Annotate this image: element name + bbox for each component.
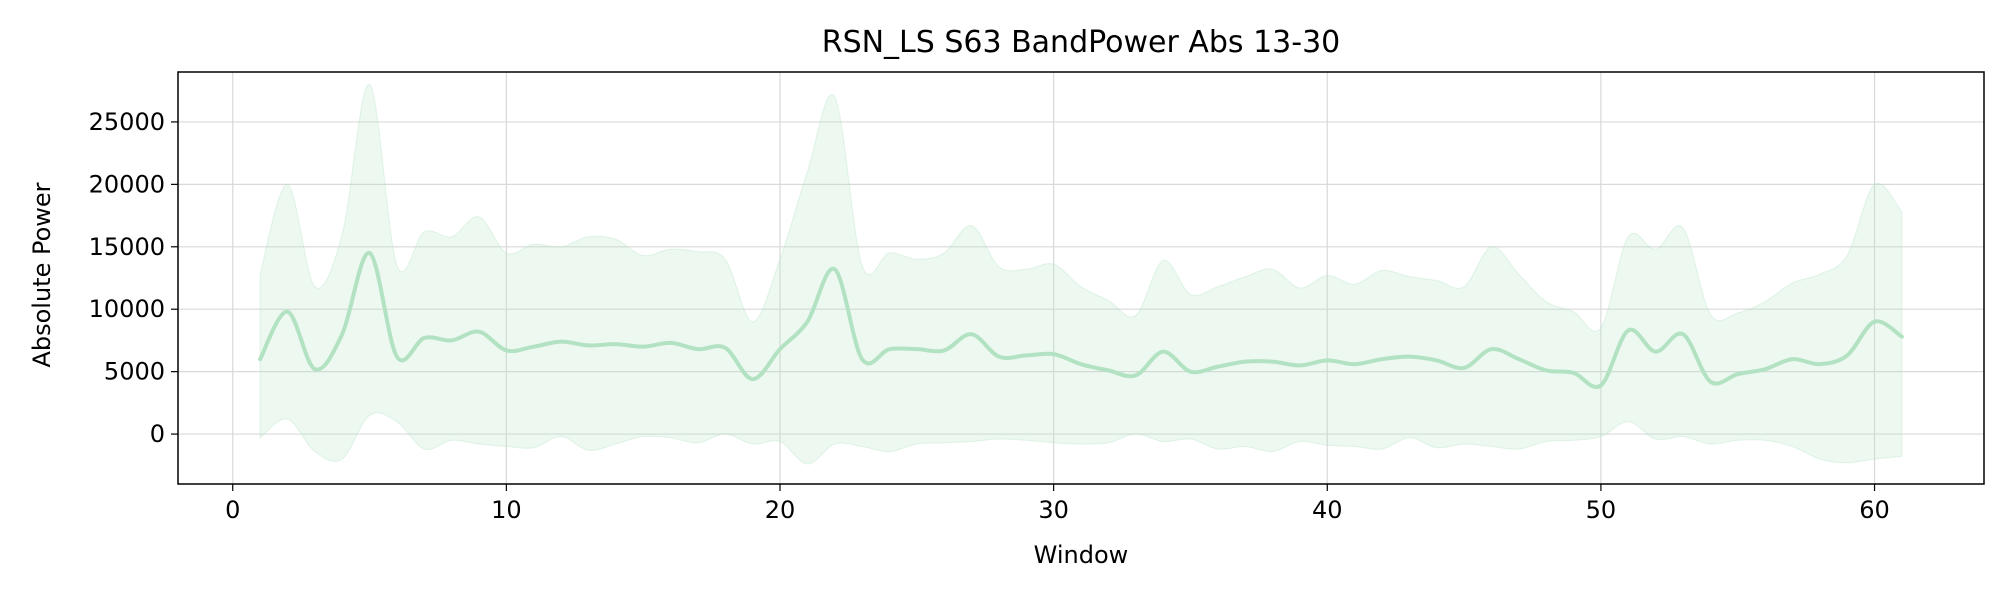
x-tick-label: 40 (1312, 496, 1343, 524)
y-tick-label: 15000 (89, 233, 165, 261)
x-tick-label: 20 (765, 496, 796, 524)
x-tick-label: 60 (1859, 496, 1890, 524)
y-tick-label: 25000 (89, 108, 165, 136)
plot-area: 0 10 20 30 40 50 60 0 5000 10000 15000 20000 25000 (89, 71, 1985, 524)
x-axis-title: Window (1034, 541, 1129, 569)
y-axis-title: Absolute Power (28, 182, 56, 367)
x-tick-label: 50 (1586, 496, 1617, 524)
y-tick-label: 0 (150, 420, 165, 448)
series-line (258, 251, 1904, 389)
y-tick-label: 5000 (104, 358, 165, 386)
y-tick-label: 20000 (89, 170, 165, 198)
x-tick-label: 0 (225, 496, 240, 524)
chart-title: RSN_LS S63 BandPower Abs 13-30 (822, 25, 1341, 60)
confidence-band (259, 83, 1903, 465)
y-tick-label: 10000 (89, 295, 165, 323)
x-tick-label: 30 (1038, 496, 1069, 524)
plot-frame (177, 71, 1985, 485)
x-tick-label: 10 (491, 496, 522, 524)
